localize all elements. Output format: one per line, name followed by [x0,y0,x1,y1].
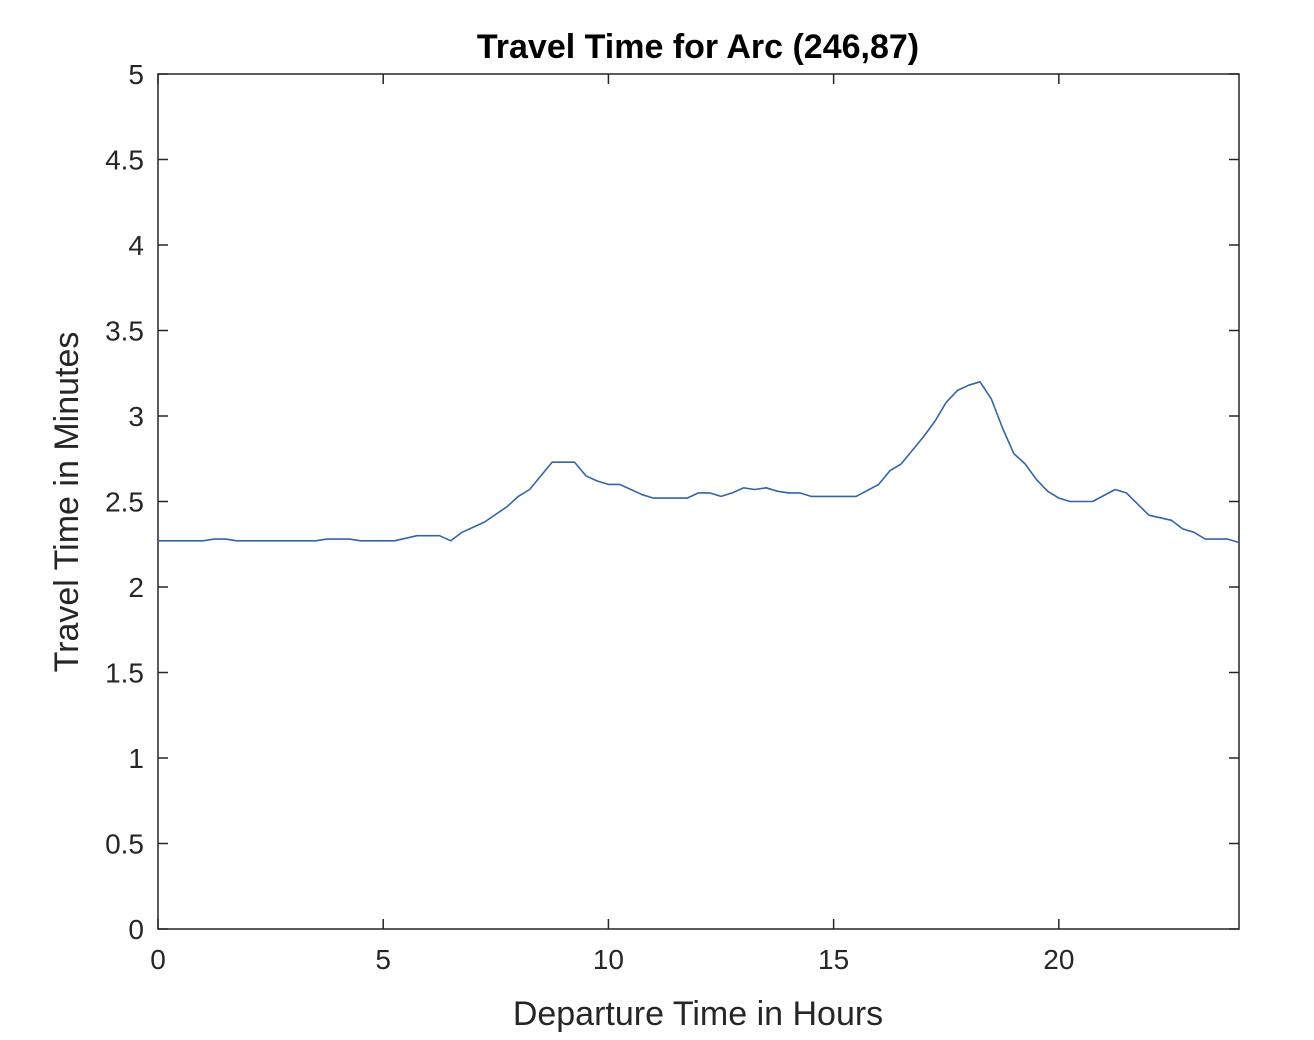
y-tick-label: 0 [128,914,144,945]
y-tick-label: 4.5 [105,145,144,176]
y-tick-label: 0.5 [105,829,144,860]
x-tick-label: 20 [1043,944,1074,975]
x-tick-label: 5 [375,944,391,975]
y-tick-label: 5 [128,59,144,90]
y-tick-label: 3.5 [105,316,144,347]
series-layer [158,380,1240,544]
x-tick-label: 10 [593,944,624,975]
y-tick-label: 2.5 [105,487,144,518]
chart-title: Travel Time for Arc (246,87) [477,28,919,66]
x-axis-label: Departure Time in Hours [513,995,883,1033]
y-tick-label: 1.5 [105,658,144,689]
y-tick-label: 1 [128,743,144,774]
ticks-layer: 0 5 10 15 20 0 0.5 1 1.5 2 2.5 3 3.5 4 4.5 5 [105,59,1239,975]
x-tick-label: 0 [150,944,166,975]
y-tick-label: 4 [128,230,144,261]
y-tick-label: 3 [128,401,144,432]
series-line [158,380,1240,544]
y-axis-label: Travel Time in Minutes [48,332,86,673]
y-tick-label: 2 [128,572,144,603]
x-tick-label: 15 [818,944,849,975]
